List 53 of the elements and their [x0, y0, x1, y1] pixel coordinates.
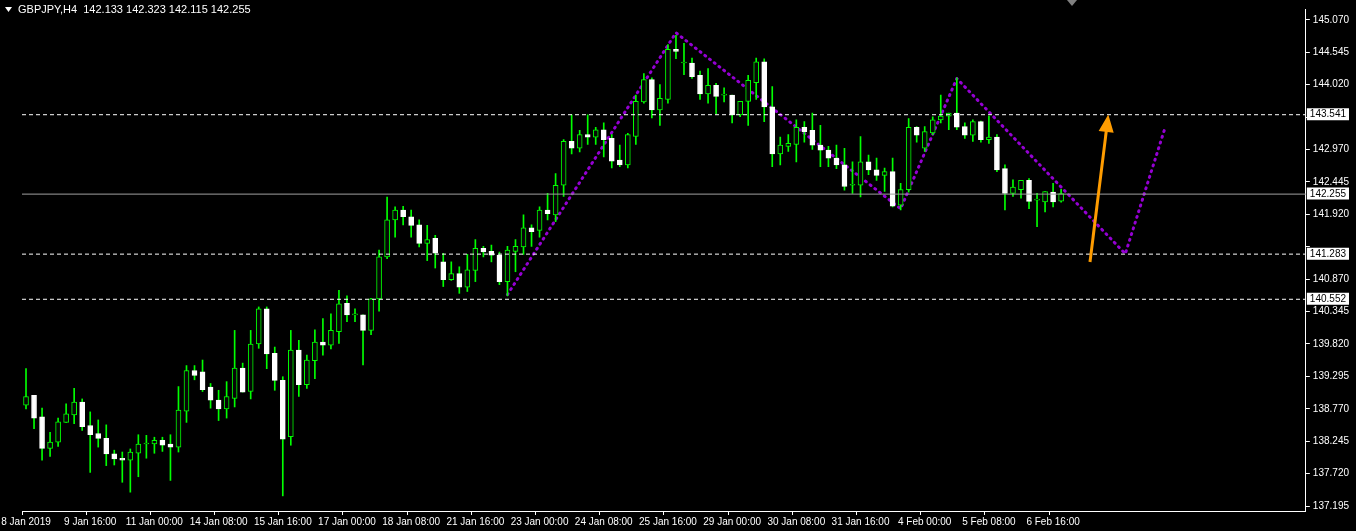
x-tick-label: 31 Jan 16:00 — [831, 515, 890, 527]
candlestick — [705, 68, 711, 104]
y-tick-label: 139.295 — [1312, 370, 1350, 382]
y-tick-label: 137.720 — [1312, 467, 1350, 479]
y-tick-label: 144.545 — [1312, 45, 1350, 57]
x-tick-label: 9 Jan 16:00 — [64, 515, 117, 527]
y-tick-label: 139.820 — [1312, 337, 1350, 349]
ref-line-label: 143.541 — [1309, 108, 1347, 120]
candlestick — [23, 368, 29, 410]
candlestick — [424, 225, 431, 261]
candlestick — [87, 411, 94, 473]
candlestick — [673, 34, 679, 60]
y-tick-label: 140.870 — [1312, 272, 1350, 284]
x-tick-label: 17 Jan 00:00 — [318, 515, 377, 527]
x-tick-label: 23 Jan 00:00 — [510, 515, 569, 527]
x-tick-label: 21 Jan 16:00 — [446, 515, 505, 527]
y-tick-label: 138.770 — [1312, 402, 1350, 414]
x-tick-label: 11 Jan 00:00 — [125, 515, 184, 527]
y-tick-label: 142.970 — [1312, 143, 1350, 155]
candlestick — [721, 87, 727, 103]
y-tick-label: 141.920 — [1312, 208, 1350, 220]
y-tick-label: 137.195 — [1312, 499, 1350, 511]
x-tick-label: 14 Jan 08:00 — [189, 515, 248, 527]
candlestick — [986, 115, 992, 144]
x-tick-label: 29 Jan 00:00 — [703, 515, 762, 527]
line-series — [505, 31, 1167, 297]
x-tick-label: 30 Jan 08:00 — [767, 515, 826, 527]
candlestick — [320, 318, 326, 356]
candlestick — [352, 308, 358, 323]
x-tick-label: 15 Jan 16:00 — [253, 515, 313, 527]
y-tick-label: 142.445 — [1312, 175, 1350, 187]
x-tick-label: 8 Jan 2019 — [1, 515, 52, 527]
x-tick-label: 24 Jan 08:00 — [574, 515, 634, 527]
candlestick — [785, 134, 792, 152]
ref-line-label: 140.552 — [1309, 293, 1347, 305]
chart-title: GBPJPY,H4 142.133 142.323 142.115 142.255 — [18, 3, 251, 15]
x-tick-label: 4 Feb 00:00 — [898, 515, 952, 527]
x-tick-label: 6 Feb 16:00 — [1026, 515, 1081, 527]
y-tick-label: 145.070 — [1312, 13, 1350, 25]
candlestick — [584, 114, 591, 145]
y-tick-label: 138.245 — [1312, 434, 1350, 446]
candlestick — [95, 419, 102, 448]
x-tick-label: 5 Feb 08:00 — [962, 515, 1017, 527]
candlestick — [1034, 192, 1040, 227]
ref-line-label: 141.283 — [1309, 247, 1347, 259]
y-tick-label: 144.020 — [1312, 78, 1350, 90]
x-tick-label: 18 Jan 08:00 — [382, 515, 441, 527]
y-tick-label: 140.345 — [1312, 305, 1350, 317]
ref-line-label: 142.255 — [1309, 187, 1347, 199]
candlestick — [127, 448, 134, 493]
candlestick — [681, 42, 687, 76]
x-tick-label: 25 Jan 16:00 — [639, 515, 698, 527]
candlestick — [616, 144, 623, 168]
